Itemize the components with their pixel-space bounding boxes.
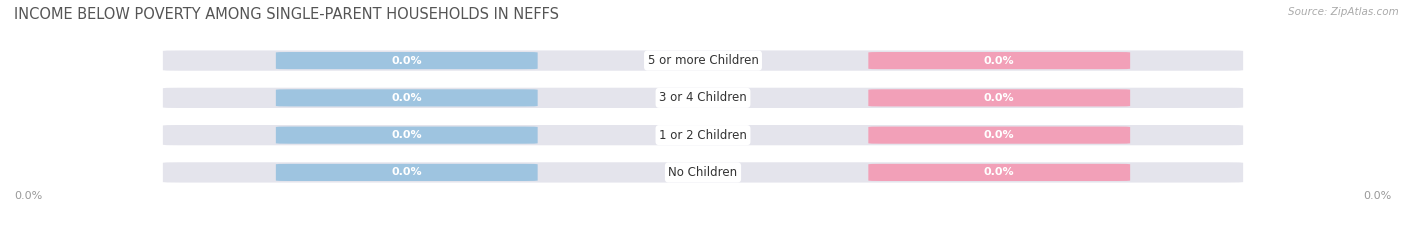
- FancyBboxPatch shape: [869, 52, 1130, 69]
- FancyBboxPatch shape: [276, 89, 537, 106]
- Text: 1 or 2 Children: 1 or 2 Children: [659, 129, 747, 142]
- Text: 0.0%: 0.0%: [391, 56, 422, 65]
- FancyBboxPatch shape: [163, 88, 1243, 108]
- Text: 0.0%: 0.0%: [1364, 191, 1392, 201]
- Text: Source: ZipAtlas.com: Source: ZipAtlas.com: [1288, 7, 1399, 17]
- FancyBboxPatch shape: [163, 162, 1243, 183]
- Text: 0.0%: 0.0%: [14, 191, 42, 201]
- Text: 5 or more Children: 5 or more Children: [648, 54, 758, 67]
- Text: 3 or 4 Children: 3 or 4 Children: [659, 91, 747, 104]
- Text: 0.0%: 0.0%: [391, 93, 422, 103]
- Text: 0.0%: 0.0%: [984, 168, 1015, 177]
- FancyBboxPatch shape: [163, 50, 1243, 71]
- Text: 0.0%: 0.0%: [984, 56, 1015, 65]
- Text: 0.0%: 0.0%: [391, 130, 422, 140]
- FancyBboxPatch shape: [869, 89, 1130, 106]
- Text: INCOME BELOW POVERTY AMONG SINGLE-PARENT HOUSEHOLDS IN NEFFS: INCOME BELOW POVERTY AMONG SINGLE-PARENT…: [14, 7, 560, 22]
- FancyBboxPatch shape: [163, 125, 1243, 145]
- FancyBboxPatch shape: [869, 127, 1130, 144]
- FancyBboxPatch shape: [276, 127, 537, 144]
- Text: 0.0%: 0.0%: [984, 93, 1015, 103]
- Text: 0.0%: 0.0%: [391, 168, 422, 177]
- Text: No Children: No Children: [668, 166, 738, 179]
- FancyBboxPatch shape: [276, 164, 537, 181]
- FancyBboxPatch shape: [276, 52, 537, 69]
- FancyBboxPatch shape: [869, 164, 1130, 181]
- Text: 0.0%: 0.0%: [984, 130, 1015, 140]
